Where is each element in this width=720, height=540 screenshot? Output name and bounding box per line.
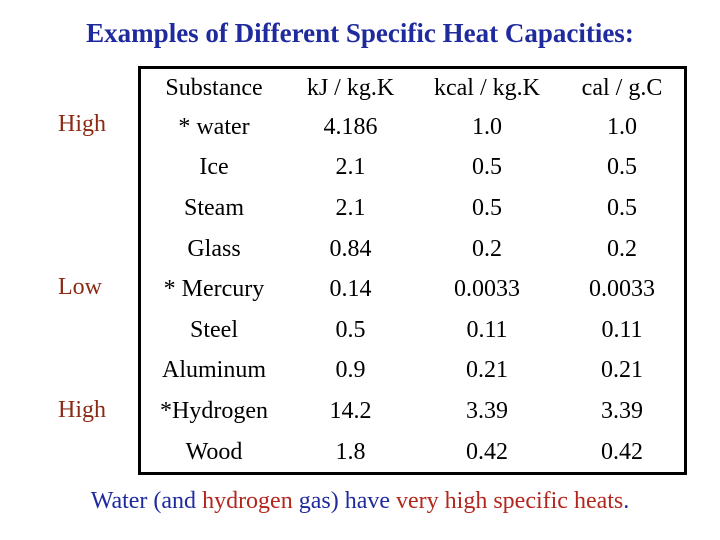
cell-substance: * water <box>178 113 250 140</box>
note-period: . <box>623 488 630 514</box>
cell-kj: 0.9 <box>335 357 366 384</box>
cell-substance: Glass <box>187 235 241 262</box>
cell-kj: 2.1 <box>335 154 366 181</box>
cell-substance: Ice <box>199 154 229 181</box>
note-highlight-hydrogen: hydrogen <box>202 488 293 514</box>
note-text: Water (and <box>90 488 203 514</box>
note-highlight-high-heats: very high specific heats <box>396 488 624 514</box>
table-row: Steel 0.5 0.11 0.11 <box>140 310 686 351</box>
cell-kj: 2.1 <box>335 194 366 221</box>
header-substance: Substance <box>165 74 263 101</box>
cell-cal: 0.42 <box>601 438 643 465</box>
table-row: * Mercury 0.14 0.0033 0.0033 <box>140 269 686 310</box>
cell-kj: 1.8 <box>335 438 366 465</box>
label-high-top: High <box>58 111 106 137</box>
cell-kcal: 0.5 <box>472 154 502 181</box>
header-kcal-per-kgk: kcal / kg.K <box>434 74 540 101</box>
cell-cal: 3.39 <box>601 397 643 424</box>
header-row: Substance kJ / kg.K kcal / kg.K cal / g.… <box>140 68 686 108</box>
cell-kcal: 0.11 <box>466 316 508 343</box>
cell-cal: 0.0033 <box>589 276 655 303</box>
note-text: gas) have <box>292 488 397 514</box>
cell-substance: Wood <box>185 438 243 465</box>
cell-cal: 0.5 <box>607 154 637 181</box>
cell-kj: 4.186 <box>323 113 378 140</box>
cell-kcal: 0.42 <box>466 438 508 465</box>
table-row: Wood 1.8 0.42 0.42 <box>140 432 686 474</box>
header-kj-per-kgk: kJ / kg.K <box>306 74 395 101</box>
cell-substance: * Mercury <box>163 276 265 303</box>
page-title: Examples of Different Specific Heat Capa… <box>86 18 634 48</box>
cell-kcal: 0.21 <box>466 357 508 384</box>
cell-substance: Steam <box>184 194 244 221</box>
cell-substance: Steel <box>190 316 238 343</box>
table-row: Ice 2.1 0.5 0.5 <box>140 148 686 189</box>
cell-kj: 0.84 <box>329 235 372 262</box>
cell-cal: 0.2 <box>607 235 637 262</box>
cell-cal: 0.11 <box>601 316 643 343</box>
table-row: *Hydrogen 14.2 3.39 3.39 <box>140 391 686 432</box>
cell-kcal: 0.5 <box>472 194 502 221</box>
label-low: Low <box>58 274 102 300</box>
cell-kj: 14.2 <box>329 397 372 424</box>
cell-kj: 0.14 <box>329 276 372 303</box>
header-cal-per-gc: cal / g.C <box>581 74 663 101</box>
table-row: Steam 2.1 0.5 0.5 <box>140 188 686 229</box>
table-row: Aluminum 0.9 0.21 0.21 <box>140 351 686 392</box>
specific-heat-table: Substance kJ / kg.K kcal / kg.K cal / g.… <box>138 66 687 476</box>
table-row: Glass 0.84 0.2 0.2 <box>140 229 686 270</box>
cell-kcal: 1.0 <box>472 113 502 140</box>
cell-kcal: 0.0033 <box>454 276 520 303</box>
cell-kj: 0.5 <box>335 316 366 343</box>
cell-cal: 0.21 <box>601 357 643 384</box>
label-high-bottom: High <box>58 397 106 423</box>
cell-kcal: 0.2 <box>472 235 502 262</box>
summary-note: Water (and hydrogen gas) have very high … <box>0 488 720 515</box>
cell-cal: 0.5 <box>607 194 637 221</box>
cell-substance: Aluminum <box>161 357 266 384</box>
cell-substance: *Hydrogen <box>160 397 268 424</box>
cell-cal: 1.0 <box>607 113 637 140</box>
table-row: * water 4.186 1.0 1.0 <box>140 107 686 148</box>
cell-kcal: 3.39 <box>466 397 508 424</box>
